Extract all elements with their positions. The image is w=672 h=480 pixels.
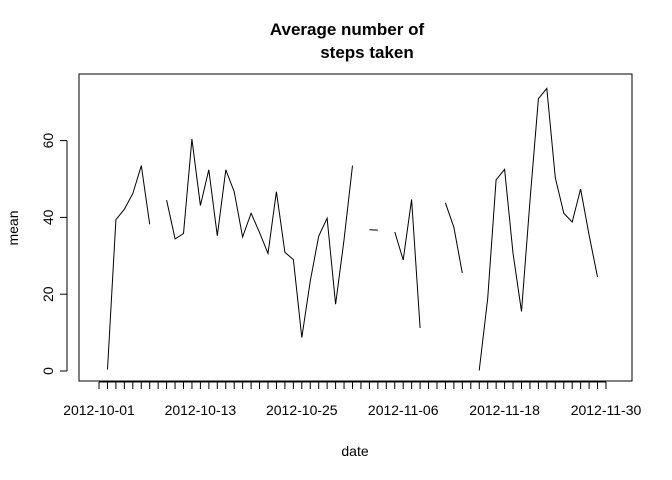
chart-title-line-2: steps taken xyxy=(320,43,414,62)
x-tick-label: 2012-10-13 xyxy=(165,402,237,418)
x-tick-label: 2012-11-30 xyxy=(571,402,642,418)
x-tick-label: 2012-11-06 xyxy=(368,402,439,418)
chart-title-line-1: Average number of xyxy=(270,20,425,39)
y-axis: 0 20 40 60 xyxy=(40,133,68,375)
series-line-segment xyxy=(478,87,598,371)
x-axis-label: date xyxy=(341,443,368,459)
y-tick-label: 20 xyxy=(40,286,56,302)
y-tick-label: 60 xyxy=(40,133,56,149)
y-tick-label: 40 xyxy=(40,209,56,225)
series-group xyxy=(107,87,598,371)
x-tick-label: 2012-10-25 xyxy=(266,402,338,418)
x-tick-label: 2012-11-18 xyxy=(469,402,540,418)
plot-frame xyxy=(78,73,633,382)
y-axis-label: mean xyxy=(5,210,21,245)
x-tick-label: 2012-10-01 xyxy=(63,402,135,418)
series-line-segment xyxy=(166,139,353,338)
series-line-segment xyxy=(394,199,421,329)
y-tick-label: 0 xyxy=(40,367,56,375)
series-line-segment xyxy=(107,165,151,370)
x-axis: 2012-10-01 2012-10-13 2012-10-25 2012-11-06… xyxy=(63,381,642,418)
series-line-segment xyxy=(444,202,463,274)
